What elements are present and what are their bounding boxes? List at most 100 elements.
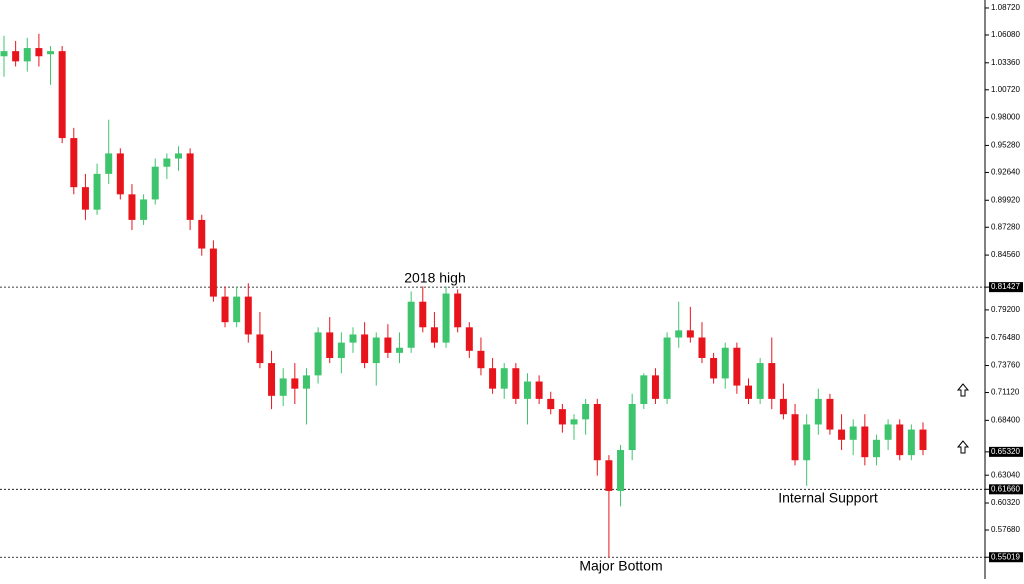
candle-body	[698, 337, 706, 358]
candle-body	[907, 429, 915, 456]
candle-body	[628, 404, 636, 451]
y-tick-label: 0.79200	[991, 305, 1020, 314]
candle-body	[791, 414, 799, 461]
candle-body	[582, 404, 590, 420]
candle-body	[849, 426, 857, 440]
candle-body	[105, 153, 113, 174]
annotation: Major Bottom	[579, 558, 662, 574]
candle-body	[489, 368, 497, 389]
candle-body	[81, 187, 89, 210]
candle-body	[70, 138, 78, 188]
y-tick-label: 0.71120	[991, 388, 1020, 397]
plot-area	[0, 33, 985, 558]
candle-body	[442, 293, 450, 343]
candle-body	[35, 48, 43, 57]
y-tick-label: 0.76480	[991, 333, 1020, 342]
annotation: Internal Support	[778, 490, 878, 506]
candle-body	[779, 398, 787, 415]
candle-body	[198, 219, 206, 249]
candle-body	[861, 426, 869, 458]
y-tick-label: 0.84560	[991, 250, 1020, 259]
candle-body	[174, 153, 182, 159]
candle-body	[256, 334, 264, 364]
price-label-box	[989, 446, 1023, 457]
candle-body	[465, 327, 473, 351]
candle-body	[186, 153, 194, 220]
y-tick-label: 0.63040	[991, 470, 1020, 479]
candle-body	[651, 375, 659, 399]
y-tick-label: 0.65320	[991, 447, 1020, 456]
candle-body	[384, 337, 392, 353]
y-tick-label: 0.92640	[991, 168, 1020, 177]
candle-body	[0, 51, 8, 57]
candle-body	[23, 48, 31, 62]
candle-body	[558, 409, 566, 425]
y-tick-label: 0.98000	[991, 113, 1020, 122]
y-tick-label: 0.61660	[991, 484, 1020, 493]
candle-body	[768, 363, 776, 399]
y-tick-label: 1.03360	[991, 58, 1020, 67]
candle-body	[675, 330, 683, 338]
candle-body	[803, 424, 811, 461]
candle-body	[314, 332, 322, 376]
candle-body	[116, 153, 124, 195]
y-tick-label: 1.00720	[991, 85, 1020, 94]
candle-body	[396, 347, 404, 353]
arrow-icon	[956, 383, 970, 454]
candle-body	[302, 375, 310, 389]
candle-body	[547, 398, 555, 410]
candle-body	[756, 363, 764, 399]
candle-body	[838, 429, 846, 440]
candle-body	[500, 368, 508, 389]
candle-body	[349, 334, 357, 343]
candle-body	[430, 327, 438, 343]
candle-body	[477, 350, 485, 369]
candle-body	[721, 347, 729, 379]
candle-body	[826, 398, 834, 430]
candle-body	[523, 381, 531, 399]
candle-body	[268, 363, 276, 396]
candle-body	[407, 301, 415, 348]
candle-body	[326, 332, 334, 358]
candle-body	[617, 450, 625, 491]
y-tick-label: 0.95280	[991, 141, 1020, 150]
candle-body	[291, 378, 299, 389]
y-tick-label: 1.08720	[991, 3, 1020, 12]
candle-body	[151, 166, 159, 200]
candle-body	[872, 439, 880, 458]
annotation: 2018 high	[404, 270, 466, 286]
y-tick-label: 0.87280	[991, 222, 1020, 231]
y-tick-label: 0.81427	[991, 282, 1020, 291]
candle-body	[93, 173, 101, 210]
candle-body	[745, 385, 753, 399]
candle-body	[884, 424, 892, 440]
candle-body	[419, 301, 427, 328]
candle-body	[58, 51, 66, 139]
candle-body	[710, 357, 718, 379]
y-tick-label: 0.60320	[991, 498, 1020, 507]
price-label-box	[989, 484, 1023, 495]
axis-labels: 1.08720 1.06080 1.03360 1.00720 0.98000 0.952…	[985, 3, 1023, 563]
candle-body	[128, 194, 136, 220]
candle-body	[535, 381, 543, 399]
candle-body	[570, 419, 578, 425]
price-label-box	[989, 282, 1023, 293]
candle-body	[209, 248, 217, 297]
candle-body	[605, 460, 613, 491]
y-tick-label: 0.73760	[991, 361, 1020, 370]
candle-body	[512, 368, 520, 399]
y-tick-label: 1.06080	[991, 30, 1020, 39]
price-label-box	[989, 552, 1023, 563]
candle-body	[663, 337, 671, 399]
candle-body	[593, 404, 601, 461]
candle-body	[337, 342, 345, 358]
candle-body	[733, 347, 741, 386]
y-tick-label: 0.68400	[991, 415, 1020, 424]
candle-body	[454, 293, 462, 328]
candle-body	[372, 337, 380, 364]
candle-body	[686, 330, 694, 338]
candle-body	[640, 375, 648, 405]
candle-body	[163, 158, 171, 167]
